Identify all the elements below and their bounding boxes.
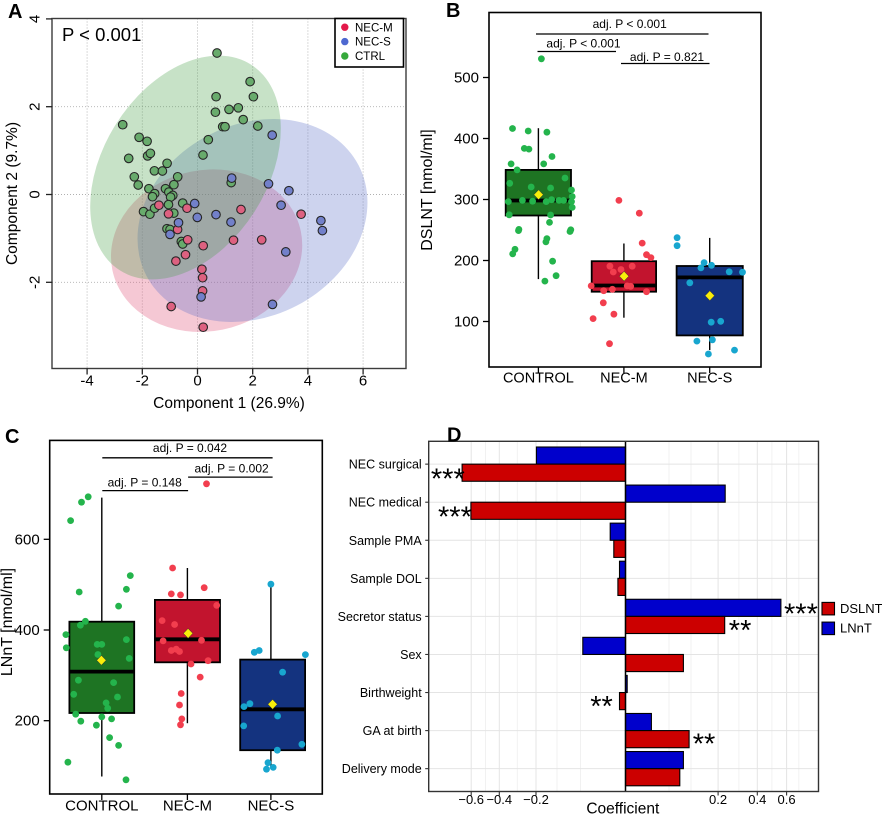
svg-text:adj. P < 0.001: adj. P < 0.001 [546, 37, 621, 51]
svg-text:600: 600 [15, 531, 40, 548]
svg-text:2: 2 [249, 373, 257, 390]
svg-text:DSLNT: DSLNT [840, 601, 882, 616]
svg-text:NEC-S: NEC-S [248, 798, 295, 815]
svg-text:***: *** [438, 502, 472, 534]
svg-text:NEC-S: NEC-S [355, 37, 391, 49]
svg-text:-2: -2 [27, 276, 44, 289]
svg-text:adj. P = 0.002: adj. P = 0.002 [195, 461, 270, 475]
svg-text:0.4: 0.4 [748, 792, 766, 807]
svg-text:Sample PMA: Sample PMA [349, 534, 423, 548]
svg-text:0: 0 [27, 190, 44, 198]
svg-text:Component 1 (26.9%): Component 1 (26.9%) [153, 395, 305, 412]
svg-text:CTRL: CTRL [355, 51, 386, 63]
svg-text:adj. P = 0.821: adj. P = 0.821 [630, 50, 705, 64]
svg-text:−0.6: −0.6 [458, 792, 484, 807]
svg-text:0: 0 [193, 373, 201, 390]
svg-text:100: 100 [454, 314, 479, 331]
svg-text:***: *** [431, 464, 465, 496]
svg-text:D: D [447, 425, 461, 447]
svg-text:−0.4: −0.4 [486, 792, 512, 807]
svg-text:C: C [5, 426, 19, 448]
svg-text:4: 4 [304, 373, 312, 390]
svg-text:**: ** [590, 691, 613, 723]
svg-text:NEC-S: NEC-S [687, 371, 732, 387]
svg-text:NEC-M: NEC-M [163, 798, 212, 815]
svg-text:-2: -2 [136, 373, 149, 390]
svg-text:400: 400 [15, 622, 40, 639]
svg-text:Birthweight: Birthweight [360, 686, 422, 700]
svg-text:0.2: 0.2 [709, 792, 727, 807]
svg-text:adj. P = 0.042: adj. P = 0.042 [153, 441, 228, 455]
svg-text:NEC-M: NEC-M [355, 22, 393, 34]
svg-text:**: ** [693, 728, 716, 760]
svg-text:Component 2 (9.7%): Component 2 (9.7%) [4, 122, 21, 265]
svg-text:300: 300 [454, 192, 479, 209]
svg-text:NEC surgical: NEC surgical [349, 458, 422, 472]
svg-text:4: 4 [27, 15, 44, 23]
svg-text:CONTROL: CONTROL [503, 371, 574, 387]
svg-text:500: 500 [454, 70, 479, 87]
svg-text:adj. P < 0.001: adj. P < 0.001 [593, 17, 668, 31]
svg-text:P < 0.001: P < 0.001 [62, 24, 141, 45]
svg-text:**: ** [729, 615, 752, 647]
svg-text:200: 200 [454, 253, 479, 270]
svg-text:NEC-M: NEC-M [600, 371, 648, 387]
svg-text:-4: -4 [80, 373, 93, 390]
svg-text:B: B [446, 0, 460, 22]
svg-text:NEC medical: NEC medical [349, 496, 422, 510]
svg-text:***: *** [784, 599, 818, 631]
svg-text:−0.2: −0.2 [523, 792, 549, 807]
svg-text:Sample DOL: Sample DOL [350, 572, 422, 586]
svg-text:CONTROL: CONTROL [65, 798, 138, 815]
svg-text:2: 2 [27, 103, 44, 111]
svg-text:400: 400 [454, 131, 479, 148]
svg-text:Delivery mode: Delivery mode [342, 762, 422, 776]
svg-text:adj. P = 0.148: adj. P = 0.148 [108, 475, 183, 489]
svg-text:Coefficient: Coefficient [586, 801, 660, 818]
svg-text:LNnT [nmol/ml]: LNnT [nmol/ml] [0, 568, 16, 676]
svg-text:DSLNT [nmol/ml]: DSLNT [nmol/ml] [419, 129, 436, 251]
svg-text:GA at birth: GA at birth [363, 724, 422, 738]
svg-text:Secretor status: Secretor status [338, 610, 422, 624]
svg-text:0.6: 0.6 [778, 792, 796, 807]
svg-text:A: A [8, 1, 22, 23]
svg-text:6: 6 [359, 373, 367, 390]
svg-text:LNnT: LNnT [840, 621, 872, 636]
svg-text:200: 200 [15, 713, 40, 730]
svg-text:Sex: Sex [400, 648, 422, 662]
